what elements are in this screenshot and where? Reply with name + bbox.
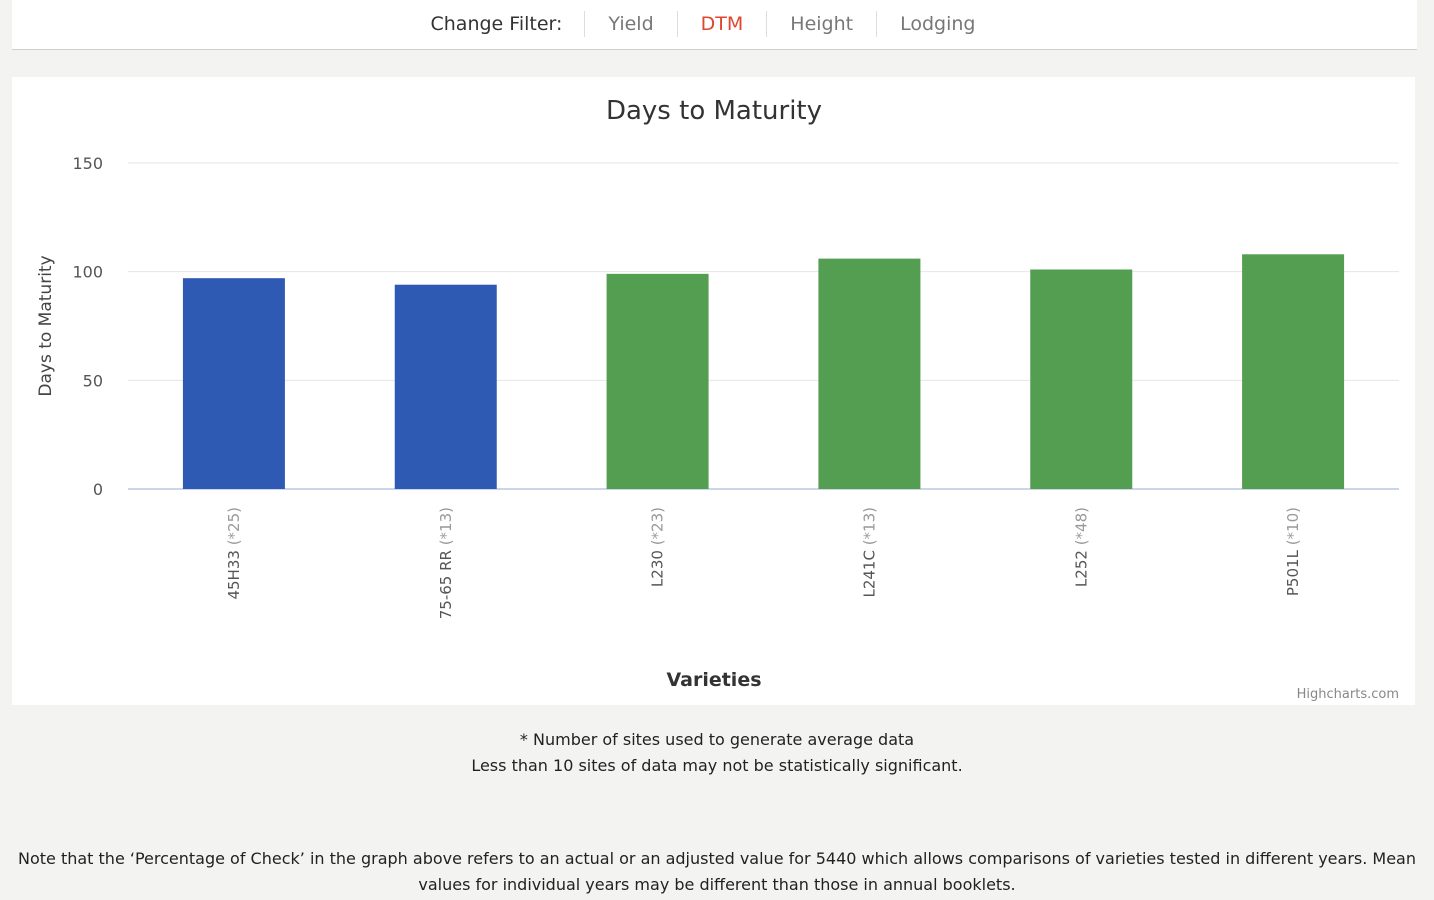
x-axis-label: Varieties bbox=[666, 669, 761, 691]
y-tick-label: 0 bbox=[93, 480, 103, 499]
site-count: (*25) bbox=[225, 507, 243, 545]
filter-bar: Change Filter: Yield DTM Height Lodging bbox=[12, 0, 1417, 50]
bar-l230[interactable] bbox=[606, 273, 709, 489]
site-count: (*13) bbox=[860, 507, 878, 545]
bar-l252[interactable] bbox=[1030, 269, 1133, 489]
variety-name: P501L bbox=[1284, 545, 1302, 596]
variety-name: 75-65 RR bbox=[437, 545, 455, 619]
check-note-line-1: Note that the ‘Percentage of Check’ in t… bbox=[17, 849, 1416, 868]
highcharts-credit-link[interactable]: Highcharts.com bbox=[1297, 687, 1399, 702]
filter-height[interactable]: Height bbox=[766, 11, 876, 37]
x-tick-label: P501L (*10) bbox=[1284, 507, 1302, 596]
y-tick-label: 150 bbox=[72, 154, 103, 173]
x-tick-label: L252 (*48) bbox=[1072, 507, 1090, 587]
bar-p501l[interactable] bbox=[1242, 254, 1345, 489]
site-count: (*13) bbox=[437, 507, 455, 545]
x-tick-label: 75-65 RR (*13) bbox=[437, 507, 455, 619]
chart-title: Days to Maturity bbox=[606, 96, 822, 126]
x-tick-label: L230 (*23) bbox=[649, 507, 667, 587]
variety-name: L230 bbox=[649, 545, 667, 587]
filter-label: Change Filter: bbox=[430, 13, 563, 35]
check-note-line-2: values for individual years may be diffe… bbox=[418, 875, 1016, 894]
x-axis-ticks: 45H33 (*25) 75-65 RR (*13) L230 (*23) L241C… bbox=[225, 507, 1302, 619]
y-axis-label: Days to Maturity bbox=[36, 255, 56, 396]
variety-name: L241C bbox=[860, 545, 878, 597]
x-tick-label: L241C (*13) bbox=[860, 507, 878, 598]
grid-lines bbox=[128, 162, 1399, 490]
check-note: Note that the ‘Percentage of Check’ in t… bbox=[0, 846, 1434, 898]
y-tick-label: 50 bbox=[83, 371, 103, 390]
site-count: (*23) bbox=[649, 507, 667, 545]
site-count: (*48) bbox=[1072, 507, 1090, 545]
bars bbox=[182, 254, 1345, 489]
x-tick-label: 45H33 (*25) bbox=[225, 507, 243, 600]
filter-menu: Change Filter: Yield DTM Height Lodging bbox=[12, 11, 1417, 37]
filter-lodging[interactable]: Lodging bbox=[876, 11, 998, 37]
bar-75-65-rr[interactable] bbox=[394, 284, 497, 489]
bar-45h33[interactable] bbox=[182, 278, 285, 489]
y-tick-label: 100 bbox=[72, 263, 103, 282]
variety-name: L252 bbox=[1072, 545, 1090, 587]
filter-yield[interactable]: Yield bbox=[584, 11, 676, 37]
site-notes: * Number of sites used to generate avera… bbox=[0, 727, 1434, 779]
site-count: (*10) bbox=[1284, 507, 1302, 545]
variety-name: 45H33 bbox=[225, 545, 243, 599]
filter-dtm[interactable]: DTM bbox=[676, 11, 767, 37]
significance-footnote: Less than 10 sites of data may not be st… bbox=[471, 756, 963, 775]
bar-l241c[interactable] bbox=[818, 258, 921, 489]
days-to-maturity-chart: Days to Maturity 0 50 100 150 45H33 (*25) 75… bbox=[36, 96, 1399, 702]
chart-card: Days to Maturity 0 50 100 150 45H33 (*25) 75… bbox=[12, 77, 1415, 705]
y-axis-ticks: 0 50 100 150 bbox=[72, 154, 103, 499]
sites-footnote: * Number of sites used to generate avera… bbox=[519, 730, 915, 749]
